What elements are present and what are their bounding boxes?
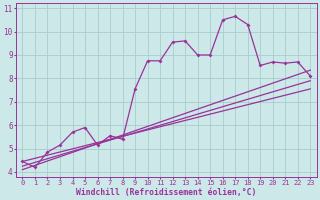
X-axis label: Windchill (Refroidissement éolien,°C): Windchill (Refroidissement éolien,°C)	[76, 188, 257, 197]
